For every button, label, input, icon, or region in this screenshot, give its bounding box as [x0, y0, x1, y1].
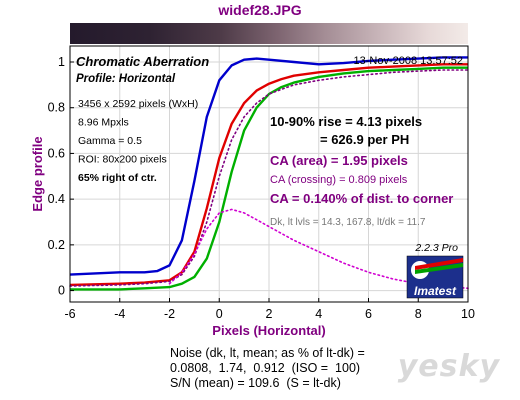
- x-tick-label: -4: [114, 307, 125, 321]
- series-line-2: [69, 63, 468, 287]
- ca-crossing-label: CA (crossing) = 0.809 pixels: [270, 174, 408, 186]
- y-tick-label: 0.6: [48, 146, 65, 160]
- x-tick-label: 0: [216, 307, 223, 321]
- dk-levels-label: Dk, lt lvls = 14.3, 167.8, lt/dk = 11.7: [270, 217, 426, 228]
- y-axis-label: Edge profile: [30, 136, 45, 211]
- x-tick-label: 8: [415, 307, 422, 321]
- imatest-logo-text: Imatest: [414, 284, 457, 298]
- rise-line-1: 10-90% rise = 4.13 pixels: [270, 114, 422, 129]
- x-tick-label: -2: [164, 307, 175, 321]
- imatest-logo-stripe-green: [415, 263, 463, 274]
- x-tick-label: 2: [266, 307, 273, 321]
- y-tick-label: 0.4: [48, 192, 65, 206]
- info-line: 8.96 Mpxls: [78, 117, 129, 129]
- file-title: widef28.JPG: [218, 2, 302, 18]
- info-line: ROI: 80x200 pixels: [78, 154, 167, 166]
- series-line-5: [168, 208, 469, 290]
- series-line-1: [69, 56, 468, 276]
- x-tick-label: 10: [461, 307, 475, 321]
- info-line: 65% right of ctr.: [78, 172, 157, 184]
- y-tick-label: 0.2: [48, 238, 65, 252]
- imatest-logo-stripe-red: [415, 258, 463, 270]
- x-tick-label: 6: [365, 307, 372, 321]
- version-label: 2.2.3 Pro: [414, 242, 458, 254]
- info-line: Gamma = 0.5: [78, 135, 142, 147]
- x-tick-label: 4: [315, 307, 322, 321]
- info-line: 3456 x 2592 pixels (WxH): [78, 98, 198, 110]
- noise-line-1: Noise (dk, lt, mean; as % of lt-dk) =: [170, 346, 365, 360]
- timestamp: 13-Nov-2008 13:57:52: [354, 55, 463, 67]
- noise-line-3: S/N (mean) = 109.6 (S = lt-dk): [170, 376, 341, 390]
- noise-block: Noise (dk, lt, mean; as % of lt-dk) = 0.0…: [170, 346, 365, 391]
- rise-line-2: = 626.9 per PH: [320, 132, 409, 147]
- noise-line-2: 0.0808, 1.74, 0.912 (ISO = 100): [170, 361, 361, 375]
- watermark: yesky: [397, 349, 500, 384]
- ca-pct-label: CA = 0.140% of dist. to corner: [270, 191, 453, 206]
- chart-subtitle: Profile: Horizontal: [76, 73, 176, 85]
- y-tick-label: 0.8: [48, 101, 65, 115]
- x-axis-label: Pixels (Horizontal): [212, 323, 325, 338]
- series-line-3: [70, 66, 468, 291]
- y-tick-label: 0: [58, 284, 65, 298]
- x-tick-label: -6: [64, 307, 75, 321]
- chart-title: Chromatic Aberration: [76, 54, 209, 69]
- edge-image-strip: [70, 23, 468, 44]
- y-tick-label: 1: [58, 55, 65, 69]
- ca-area-label: CA (area) = 1.95 pixels: [270, 153, 408, 168]
